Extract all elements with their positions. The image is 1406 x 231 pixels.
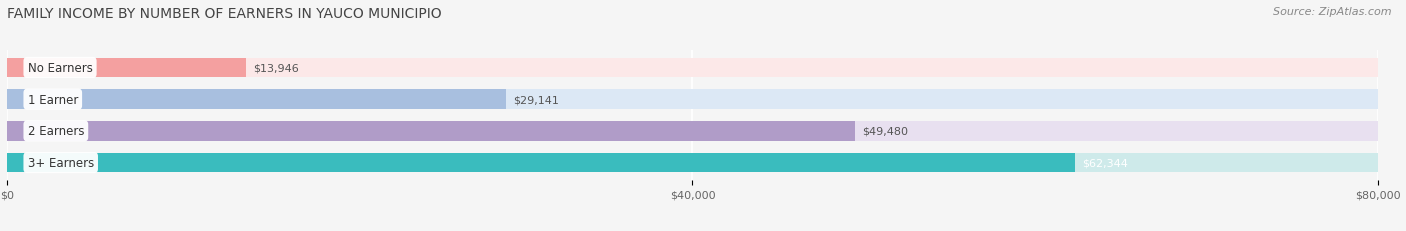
Bar — [7, 153, 1076, 173]
Text: 2 Earners: 2 Earners — [28, 125, 84, 138]
Text: $29,141: $29,141 — [513, 95, 560, 105]
Bar — [7, 122, 855, 141]
Text: FAMILY INCOME BY NUMBER OF EARNERS IN YAUCO MUNICIPIO: FAMILY INCOME BY NUMBER OF EARNERS IN YA… — [7, 7, 441, 21]
Bar — [7, 58, 1378, 78]
Text: $49,480: $49,480 — [862, 126, 908, 136]
Bar — [7, 58, 246, 78]
Text: 1 Earner: 1 Earner — [28, 93, 77, 106]
Text: No Earners: No Earners — [28, 62, 93, 75]
Text: 3+ Earners: 3+ Earners — [28, 156, 94, 169]
Text: $13,946: $13,946 — [253, 63, 298, 73]
Bar — [7, 90, 506, 109]
Bar — [7, 90, 1378, 109]
Text: Source: ZipAtlas.com: Source: ZipAtlas.com — [1274, 7, 1392, 17]
Bar — [7, 122, 1378, 141]
Bar — [7, 153, 1378, 173]
Text: $62,344: $62,344 — [1083, 158, 1128, 168]
